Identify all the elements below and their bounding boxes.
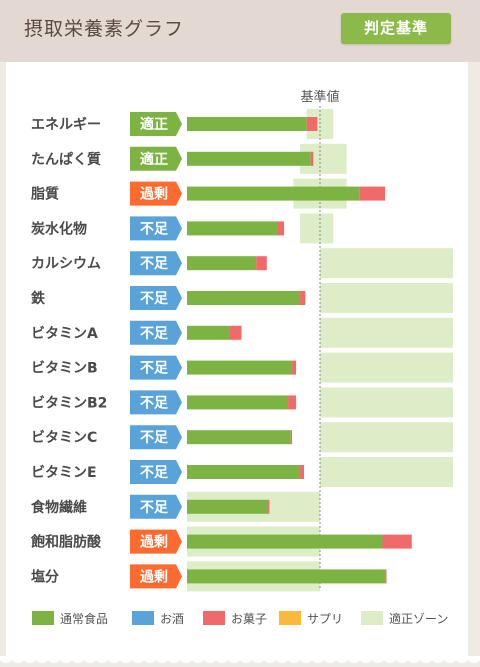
normal-zone xyxy=(320,317,453,348)
bar-segment xyxy=(256,256,267,271)
status-badge-label: 不足 xyxy=(140,291,169,307)
normal-zone xyxy=(320,248,453,279)
torn-edge xyxy=(0,656,480,663)
status-badge-label: 不足 xyxy=(140,500,169,516)
bar-segment xyxy=(290,430,293,445)
bar-segment xyxy=(385,569,387,584)
legend-swatch xyxy=(32,611,54,625)
reference-label: 基準値 xyxy=(300,89,339,105)
status-badge-label: 不足 xyxy=(140,256,169,272)
status-badge-label: 不足 xyxy=(140,221,169,237)
bar-segment xyxy=(187,186,360,201)
normal-zone xyxy=(320,283,453,313)
category-label: エネルギー xyxy=(31,116,101,133)
category-label: たんぱく質 xyxy=(31,151,101,168)
status-badge xyxy=(130,390,182,415)
bar-segment xyxy=(288,395,297,410)
category-label: カルシウム xyxy=(31,256,101,272)
normal-zone xyxy=(320,387,453,418)
normal-zone xyxy=(320,457,453,487)
bar-segment xyxy=(359,186,386,201)
category-label: 飽和脂肪酸 xyxy=(30,534,102,551)
category-label: 塩分 xyxy=(31,568,59,585)
bar-segment xyxy=(187,395,289,410)
status-badge xyxy=(130,320,182,345)
status-badge-label: 不足 xyxy=(140,326,169,342)
bar-segment xyxy=(229,325,242,340)
bar-segment xyxy=(310,151,314,166)
status-badge xyxy=(130,425,182,450)
category-label: 鉄 xyxy=(31,290,46,307)
category-label: 食物繊維 xyxy=(31,499,87,516)
bar-segment xyxy=(187,499,269,514)
status-badge xyxy=(130,181,182,206)
status-badge xyxy=(130,494,182,519)
status-badge-label: 不足 xyxy=(140,430,169,446)
legend-label: お菓子 xyxy=(231,612,268,626)
normal-zone xyxy=(320,422,453,453)
bar-segment xyxy=(187,221,278,236)
legend-label: サプリ xyxy=(307,612,344,626)
legend-label: 通常食品 xyxy=(60,612,109,626)
category-label: ビタミンA xyxy=(31,326,98,342)
bar-segment xyxy=(277,221,285,236)
legend-label: 適正ゾーン xyxy=(389,612,449,626)
bar-segment xyxy=(292,360,297,375)
bar-segment xyxy=(300,291,306,305)
category-label: ビタミンB xyxy=(31,361,98,377)
header-bar: 摂取栄養素グラフ 判定基準 xyxy=(0,0,480,62)
status-badge-label: 不足 xyxy=(140,361,169,377)
status-badge xyxy=(130,216,182,241)
status-badge-label: 不足 xyxy=(140,395,169,411)
normal-zone xyxy=(300,213,334,244)
normal-zone xyxy=(320,352,453,383)
category-label: ビタミンC xyxy=(31,430,97,446)
bar-segment xyxy=(187,291,301,305)
bar-segment xyxy=(187,117,307,131)
legend-swatch xyxy=(203,611,225,625)
legend-swatch xyxy=(279,611,301,625)
judge-criteria-button[interactable]: 判定基準 xyxy=(341,13,451,44)
status-badge xyxy=(130,146,182,171)
bar-segment xyxy=(187,569,386,584)
bar-segment xyxy=(382,534,412,549)
status-badge-label: 適正 xyxy=(140,151,168,168)
status-badge-label: 不足 xyxy=(140,465,169,481)
bar-segment xyxy=(187,465,301,479)
category-label: 炭水化物 xyxy=(31,220,87,237)
bar-segment xyxy=(187,256,257,271)
category-label: ビタミンE xyxy=(31,465,97,481)
bar-segment xyxy=(187,325,230,340)
legend-swatch xyxy=(361,611,383,625)
status-badge xyxy=(130,460,182,484)
chart-card: 基準値 エネルギー 適正 たんぱく質 適正 脂質 過剰 炭水化物 不足 カルシウム 不足鉄不足 ビタミ… xyxy=(6,62,468,656)
status-badge xyxy=(130,355,182,380)
bar-segment xyxy=(268,499,270,514)
legend-swatch xyxy=(132,611,154,625)
bar-segment xyxy=(187,534,383,549)
status-badge-label: 過剰 xyxy=(139,534,168,551)
bar-segment xyxy=(187,151,311,166)
category-label: ビタミンB2 xyxy=(31,395,107,411)
legend-label: お酒 xyxy=(160,612,185,626)
status-badge xyxy=(130,251,182,276)
bar-segment xyxy=(306,117,318,131)
status-badge-label: 過剰 xyxy=(139,568,168,585)
category-label: 脂質 xyxy=(30,186,59,203)
bar-segment xyxy=(187,360,293,375)
status-badge-label: 過剰 xyxy=(139,186,168,203)
status-badge xyxy=(130,564,182,589)
status-badge xyxy=(130,286,182,310)
bar-segment xyxy=(300,465,305,479)
status-badge xyxy=(130,529,182,554)
bar-segment xyxy=(187,430,291,445)
status-badge xyxy=(130,112,182,136)
status-badge-label: 適正 xyxy=(140,116,168,133)
page-title: 摂取栄養素グラフ xyxy=(24,18,185,40)
